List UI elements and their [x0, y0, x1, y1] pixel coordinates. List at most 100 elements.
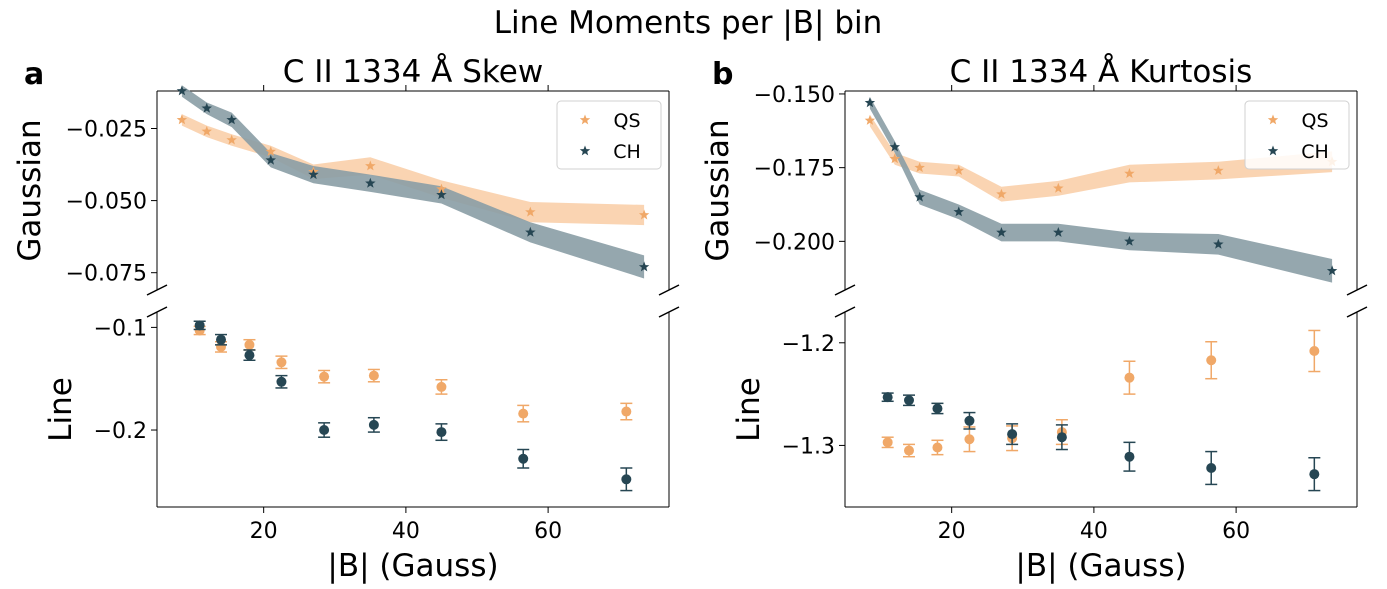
panel-title: C II 1334 Å Kurtosis [950, 54, 1253, 90]
upper-y-tick-label: −0.200 [754, 230, 835, 255]
axis-break-mark [1346, 306, 1368, 318]
point-CH [1309, 469, 1320, 480]
point-CH [1056, 432, 1067, 443]
axis-break-mark [834, 284, 856, 296]
figure-suptitle: Line Moments per |B| bin [494, 5, 883, 41]
point-QS [1053, 182, 1064, 193]
point-QS [1124, 372, 1135, 383]
upper-y-axis-label: Gaussian [12, 119, 48, 261]
point-QS [1124, 168, 1135, 178]
point-QS [932, 442, 943, 453]
point-CH [882, 392, 893, 403]
point-QS [265, 146, 276, 156]
point-CH [436, 427, 447, 438]
point-QS [525, 206, 536, 217]
point-CH [1124, 451, 1135, 462]
lower-y-tick-label: −0.2 [94, 419, 147, 444]
upper-y-tick-label: −0.050 [66, 190, 147, 215]
point-QS [518, 408, 529, 419]
axis-break-mark [146, 284, 168, 296]
legend-marker-CH [1267, 145, 1279, 156]
band-QS [181, 114, 645, 226]
lower-y-axis-label: Line [731, 377, 767, 442]
point-CH [319, 425, 330, 436]
point-QS [201, 125, 212, 136]
x-tick-label: 40 [392, 519, 420, 544]
lower-y-tick-label: −1.2 [782, 332, 835, 357]
upper-y-tick-label: −0.025 [66, 117, 147, 142]
point-CH [889, 141, 900, 152]
point-QS [244, 339, 255, 350]
panel-b: b C II 1334 Å Kurtosis 20 40 60 |B| (Gauss) −0… [700, 54, 1368, 584]
point-CH [996, 227, 1007, 237]
point-CH [932, 403, 943, 414]
point-QS [882, 437, 893, 448]
point-QS [889, 153, 900, 164]
point-QS [1213, 165, 1224, 175]
band-CH [869, 96, 1333, 283]
point-QS [368, 370, 379, 381]
point-QS [319, 371, 330, 382]
upper-y-tick-label: −0.150 [754, 83, 835, 108]
point-CH [176, 85, 188, 96]
point-QS [365, 160, 376, 171]
legend-label: CH [1301, 141, 1329, 163]
point-QS [621, 406, 632, 417]
panel-a: a C II 1334 Å Skew 20 40 60 |B| (Gauss) −0.025… [12, 54, 680, 584]
point-CH [194, 320, 205, 331]
point-QS [914, 162, 925, 173]
point-CH [365, 177, 376, 188]
axis-break-mark [1346, 284, 1368, 296]
lower-y-tick-label: −0.1 [94, 316, 147, 341]
point-QS [904, 445, 914, 456]
x-axis-label: |B| (Gauss) [327, 548, 498, 584]
point-CH [953, 206, 964, 217]
x-tick-label: 20 [938, 519, 966, 544]
legend-marker-QS [579, 114, 591, 125]
point-QS [864, 115, 876, 125]
point-CH [226, 114, 237, 125]
point-CH [914, 191, 925, 202]
legend-marker-QS [1267, 114, 1279, 125]
point-QS [953, 165, 964, 175]
axis-break-mark [658, 306, 680, 318]
point-CH [1213, 238, 1224, 249]
point-CH [1124, 235, 1135, 246]
point-QS [176, 114, 188, 125]
point-QS [638, 209, 650, 220]
point-CH [368, 419, 379, 430]
band-CH [181, 85, 645, 279]
point-QS [436, 381, 447, 392]
point-CH [964, 415, 975, 426]
lower-y-tick-label: −1.3 [782, 434, 835, 459]
point-CH [904, 395, 914, 406]
x-tick-label: 40 [1080, 519, 1108, 544]
point-QS [1309, 346, 1320, 356]
x-axis-label: |B| (Gauss) [1015, 548, 1186, 584]
point-CH [201, 102, 212, 113]
point-CH [1206, 463, 1217, 473]
legend-label: CH [613, 141, 641, 163]
lower-y-axis-label: Line [43, 377, 79, 442]
axis-break-mark [834, 306, 856, 318]
point-QS [276, 357, 287, 368]
legend-label: QS [1301, 110, 1328, 132]
legend-marker-CH [579, 145, 591, 156]
x-tick-label: 20 [250, 519, 278, 544]
point-CH [1007, 429, 1018, 440]
point-CH [638, 261, 650, 272]
legend-box [556, 100, 662, 170]
point-CH [1326, 265, 1338, 276]
panel-label: b [712, 57, 733, 92]
panel-title: C II 1334 Å Skew [283, 54, 543, 90]
band-QS [869, 114, 1333, 202]
point-CH [244, 350, 255, 361]
point-CH [436, 189, 447, 200]
x-tick-label: 60 [534, 519, 562, 544]
upper-y-axis-label: Gaussian [700, 119, 736, 261]
panel-label: a [24, 57, 44, 92]
upper-y-tick-label: −0.075 [66, 262, 147, 287]
x-tick-label: 60 [1222, 519, 1250, 544]
point-QS [964, 434, 975, 445]
